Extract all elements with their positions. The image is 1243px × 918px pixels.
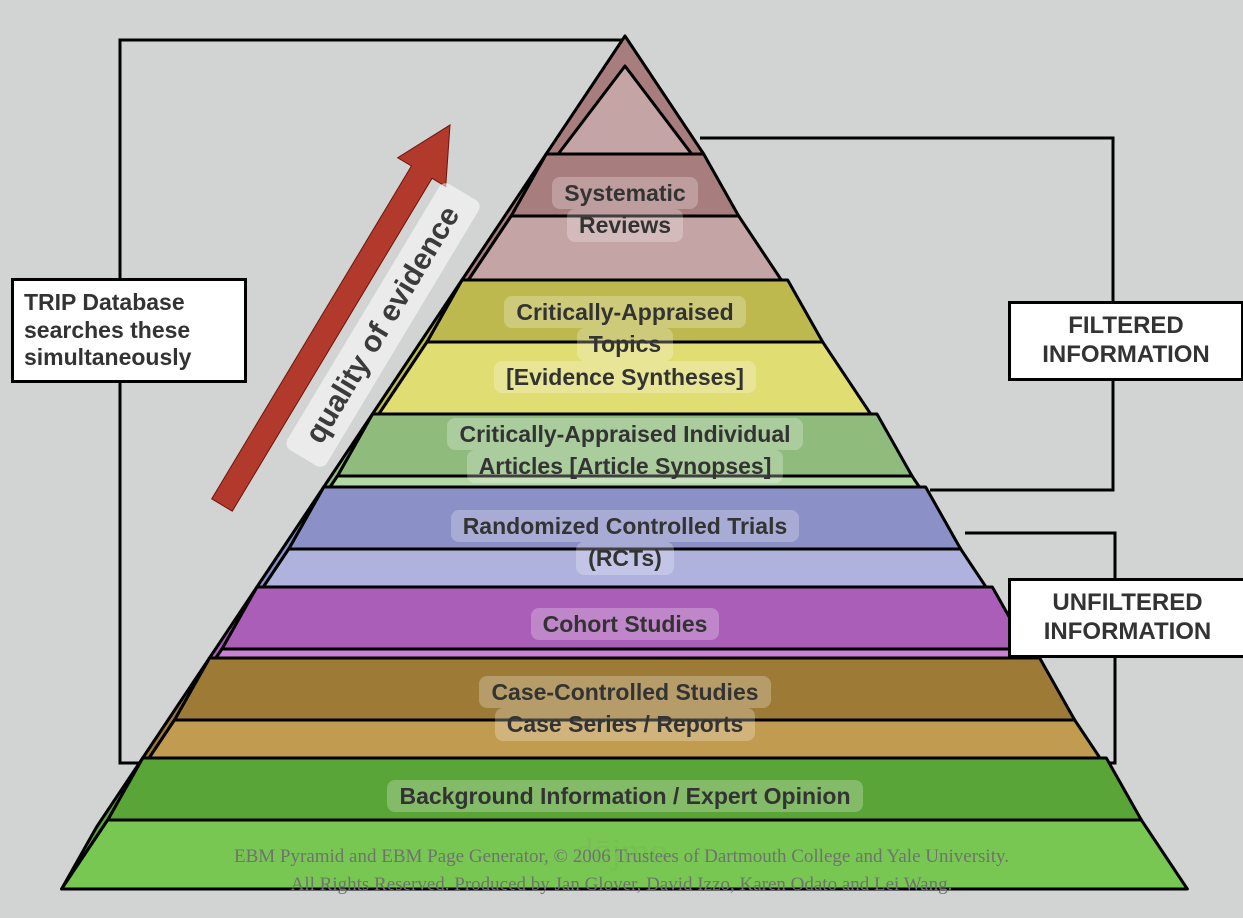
level-label-rcts: Randomized Controlled Trials(RCTs) [310, 510, 940, 575]
callout-unfiltered-information: UNFILTEREDINFORMATION [1008, 578, 1243, 658]
level-label-critically-appraised-topics: Critically-AppraisedTopics[Evidence Synt… [390, 296, 860, 393]
level-label-case-control: Case-Controlled StudiesCase Series / Rep… [280, 676, 970, 741]
level-label-critically-appraised-articles: Critically-Appraised IndividualArticles … [350, 418, 900, 483]
level-label-background: Background Information / Expert Opinion [190, 780, 1060, 812]
credit-line-2: All Rights Reserved. Produced by Jan Glo… [0, 874, 1243, 896]
ebm-pyramid-diagram: { "diagram": { "type": "infographic", "b… [0, 0, 1243, 918]
credit-line-1: EBM Pyramid and EBM Page Generator, © 20… [0, 846, 1243, 868]
level-label-cohort: Cohort Studies [300, 608, 950, 640]
callout-filtered-information: FILTEREDINFORMATION [1008, 301, 1243, 381]
callout-trip-database: TRIP Databasesearches thesesimultaneousl… [11, 278, 247, 383]
level-label-systematic-reviews: SystematicReviews [455, 177, 795, 242]
